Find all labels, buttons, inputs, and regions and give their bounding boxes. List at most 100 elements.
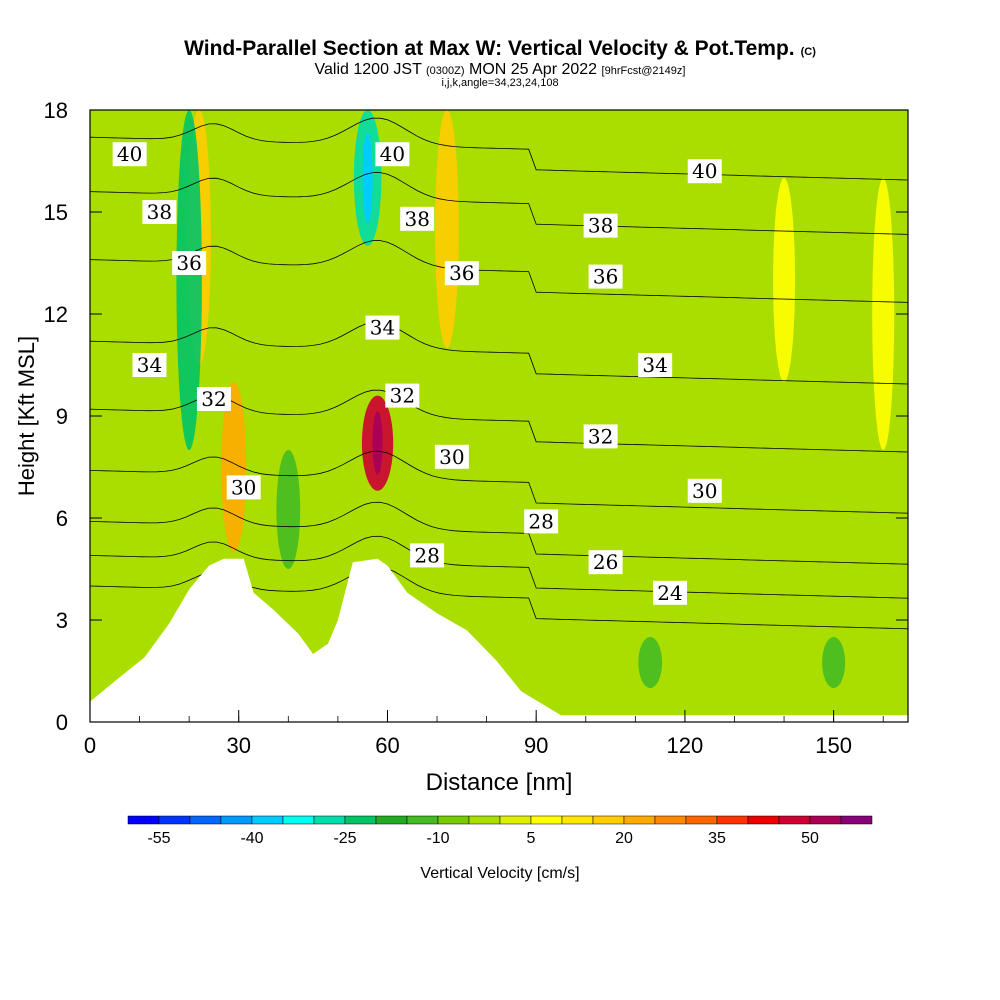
y-tick-label: 9 [56,404,68,429]
theta-label-text: 40 [380,142,405,166]
colorbar-swatch [313,815,346,825]
colorbar-swatch [282,815,315,825]
colorbar-tick-label: -25 [333,830,357,847]
theta-label-2: 40 [687,159,722,184]
x-tick-label: 150 [815,733,852,758]
theta-label-20: 26 [588,550,623,575]
theta-label-4: 38 [400,206,435,231]
velocity-feature-6 [276,450,301,569]
theta-label-12: 32 [196,387,231,411]
colorbar-swatch [437,815,470,825]
velocity-feature-8 [822,637,846,688]
colorbar-swatch [778,815,811,825]
velocity-feature-10 [773,178,796,382]
colorbar-tick-label: -10 [426,830,450,847]
theta-label-18: 28 [410,543,445,568]
theta-label-text: 40 [692,159,717,183]
x-axis-label: Distance [nm] [426,769,573,796]
theta-label-box [375,142,410,167]
theta-label-box [653,580,688,605]
theta-contour-38 [90,172,908,235]
theta-label-21: 24 [653,580,688,605]
theta-contour-30 [90,450,908,514]
theta-label-text: 38 [404,207,429,231]
x-tick-label: 90 [524,733,548,758]
colorbar-swatch [220,815,253,825]
theta-label-text: 36 [593,265,618,289]
theta-contour-40 [90,117,908,181]
chart-title: Wind-Parallel Section at Max W: Vertical… [184,37,816,60]
theta-label-text: 36 [449,261,474,285]
theta-label-text: 38 [147,200,172,224]
colorbar-swatch [654,815,687,825]
theta-label-text: 30 [439,445,464,469]
colorbar-swatch [127,815,160,825]
colorbar-swatch [344,815,377,825]
colorbar-swatch [158,815,191,825]
colorbar-swatch [685,815,718,825]
plot-area: 40 40 40 38 38 38 36 36 36 34 34 34 32 32 32 30 30 30 28 28… [90,110,908,722]
theta-label-text: 26 [593,550,618,574]
x-tick-label: 0 [84,733,96,758]
theta-contour-36 [90,240,908,303]
theta-label-text: 28 [414,543,439,567]
colorbar-swatch [809,815,842,825]
colorbar-title: Vertical Velocity [cm/s] [420,865,580,882]
copyright-mark: (C) [800,46,816,58]
theta-label-17: 30 [687,478,722,503]
colorbar-tick-label: 50 [801,830,819,847]
theta-label-text: 30 [231,475,256,499]
theta-label-box [142,200,177,224]
colorbar-swatch [623,815,656,825]
colorbar-swatch [468,815,501,825]
theta-label-box [172,251,207,275]
y-axis-label: Height [Kft MSL] [14,336,39,496]
theta-label-text: 28 [528,509,553,533]
theta-label-box [196,387,231,411]
colorbar-swatch [716,815,749,825]
theta-label-text: 34 [370,316,395,340]
y-tick-label: 15 [44,200,68,225]
velocity-feature-4 [176,110,202,450]
theta-label-text: 34 [642,353,667,377]
theta-label-14: 32 [583,424,618,449]
colorbar-swatch [251,815,284,825]
theta-label-box [434,444,469,469]
theta-label-text: 32 [201,387,226,411]
theta-label-box [687,159,722,184]
theta-label-box [365,315,400,340]
theta-label-box [112,142,147,167]
theta-label-box [638,353,673,377]
velocity-feature-core-0 [372,411,383,475]
colorbar-swatch [530,815,563,825]
theta-contour-34 [90,321,908,385]
theta-label-box [524,509,559,534]
theta-label-box [687,478,722,503]
theta-label-16: 30 [434,444,469,469]
theta-label-text: 40 [117,142,142,166]
x-tick-label: 60 [375,733,399,758]
colorbar-swatch [189,815,222,825]
theta-label-box [400,206,435,231]
theta-label-5: 38 [583,213,618,238]
colorbar-tick-label: -55 [147,830,171,847]
theta-label-box [444,261,479,286]
theta-label-15: 30 [226,475,261,500]
chart-subtitle: Valid 1200 JST (0300Z) MON 25 Apr 2022 [… [314,61,686,78]
theta-label-8: 36 [588,264,623,289]
theta-label-13: 32 [385,383,420,408]
colorbar-swatch [406,815,439,825]
y-tick-label: 18 [44,98,68,123]
y-tick-label: 0 [56,710,68,735]
colorbar-tick-label: -40 [240,830,264,847]
velocity-feature-core-5 [362,132,373,224]
x-tick-label: 30 [226,733,250,758]
colorbar-swatch [561,815,594,825]
theta-label-box [583,424,618,449]
velocity-feature-7 [638,637,663,688]
colorbar-swatch [747,815,780,825]
chart-indices: i,j,k,angle=34,23,24,108 [441,77,559,89]
theta-label-10: 34 [365,315,400,340]
theta-label-7: 36 [444,261,479,286]
